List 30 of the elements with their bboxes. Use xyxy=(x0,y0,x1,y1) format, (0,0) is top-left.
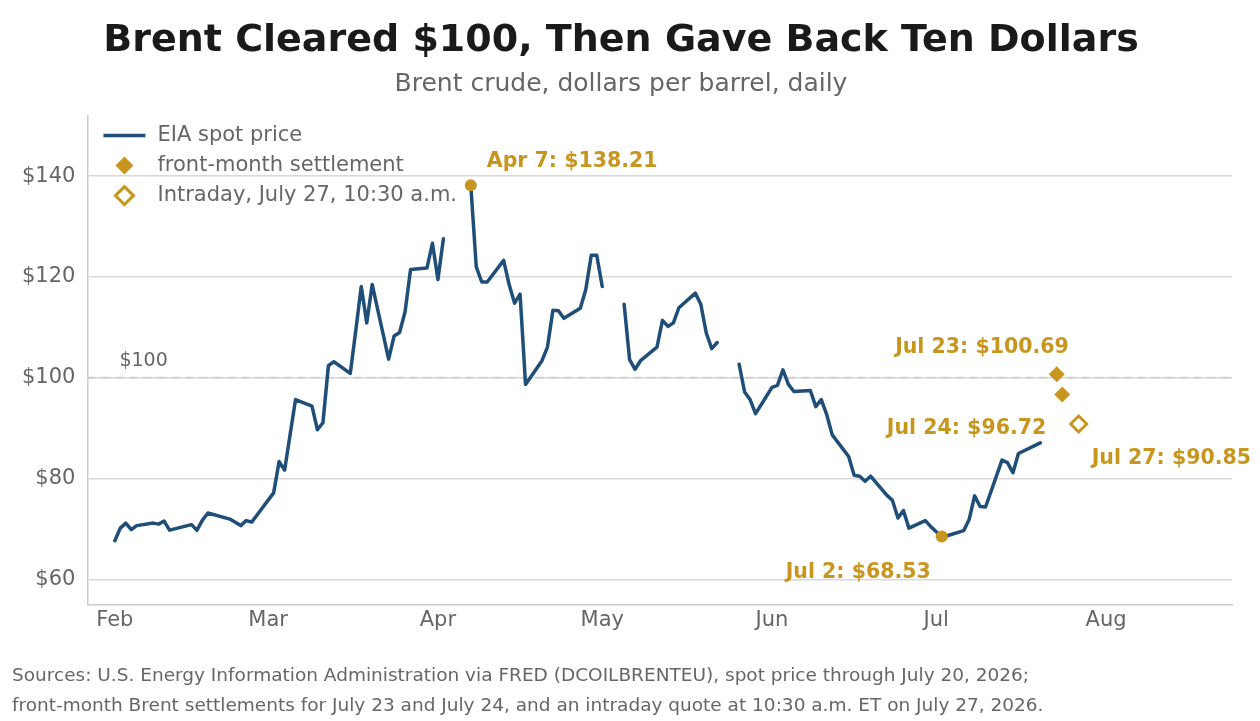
point xyxy=(1054,386,1071,403)
x-tick-label: Jul xyxy=(921,606,949,631)
source-note: Sources: U.S. Energy Information Administration via FRED (DCOILBRENTEU), spot price through July 20, 2026; xyxy=(12,663,1031,687)
x-tick-label: May xyxy=(580,606,624,631)
y-tick-label: $60 xyxy=(35,566,76,591)
text: front-month Brent settlements for July 23 and July 24, and an intraday quote at 10:30 a.m. ET on July 27, 2026. xyxy=(12,693,1044,717)
y-tick-label: $100 xyxy=(21,364,76,389)
legend-label: Intraday, July 27, 10:30 a.m. xyxy=(157,182,458,207)
chart-subtitle: Brent crude, dollars per barrel, daily xyxy=(394,68,848,98)
annotation: Apr 7: $138.21 xyxy=(486,148,658,173)
y-tick-label: $80 xyxy=(35,465,76,490)
legend-label: EIA spot price xyxy=(157,122,303,147)
annotation: Jul 2: $68.53 xyxy=(783,558,931,583)
ref-line-label: $100 xyxy=(119,348,168,371)
annotation: Jul 24: $96.72 xyxy=(884,414,1047,439)
point xyxy=(464,179,477,192)
y-tick-label: $120 xyxy=(21,263,76,288)
x-tick-label: Feb xyxy=(96,606,134,631)
point xyxy=(935,530,948,543)
x-tick-label: Apr xyxy=(419,606,457,631)
point xyxy=(1069,414,1089,434)
x-tick-label: Aug xyxy=(1085,606,1127,631)
x-tick-label: Mar xyxy=(248,606,289,631)
point xyxy=(1048,366,1065,383)
annotation: Jul 27: $90.85 xyxy=(1089,445,1252,470)
legend-label: front-month settlement xyxy=(157,152,404,177)
annotation: Jul 23: $100.69 xyxy=(893,333,1069,358)
chart-title: Brent Cleared $100, Then Gave Back Ten Dollars xyxy=(103,15,1139,60)
x-tick-label: Jun xyxy=(753,606,789,631)
y-tick-label: $140 xyxy=(21,162,76,187)
